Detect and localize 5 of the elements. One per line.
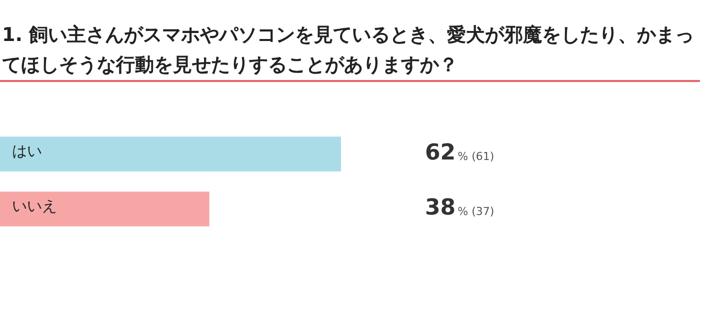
chart-title: 1. 飼い主さんがスマホやパソコンを見ているとき、愛犬が邪魔をしたり、かまってほしそうな行動を見せたりすることがありますか？: [2, 23, 696, 78]
data-label: 62% (61): [425, 140, 494, 166]
data-label: 38% (37): [425, 196, 494, 221]
y-tick-label: いいえ: [12, 196, 57, 215]
y-tick-label: はい: [12, 142, 42, 160]
